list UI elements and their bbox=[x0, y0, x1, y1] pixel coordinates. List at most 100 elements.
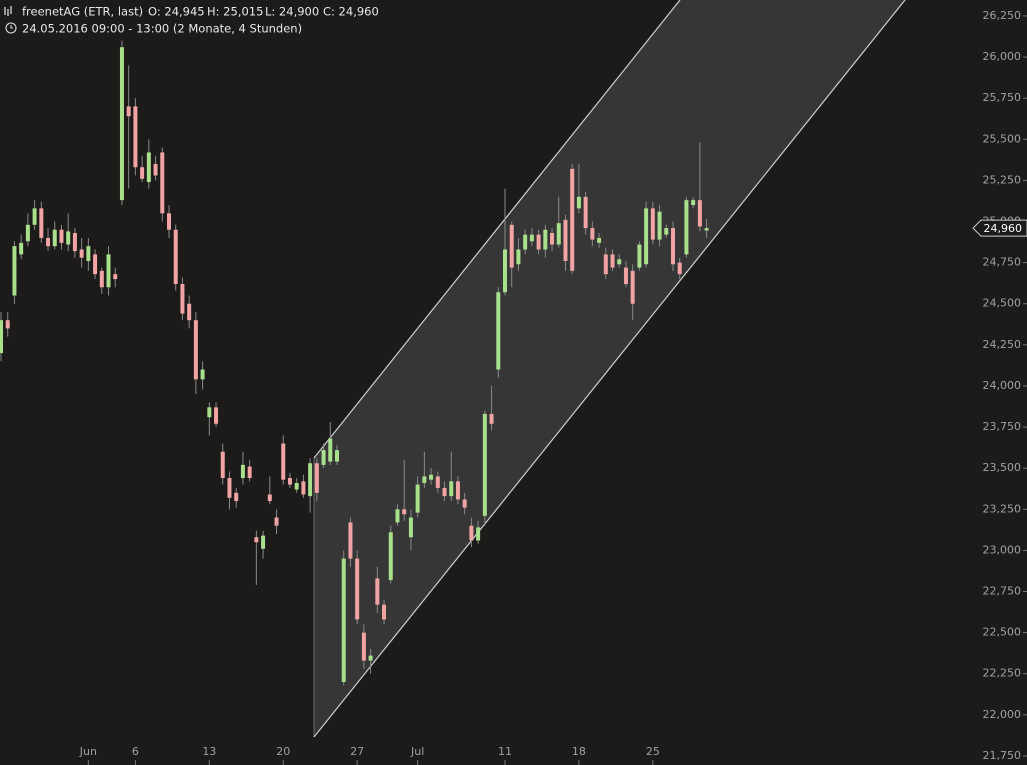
candle-body bbox=[200, 369, 205, 380]
x-tick-label: 6 bbox=[132, 745, 139, 758]
ohlc-high: H: 25,015 bbox=[207, 5, 263, 19]
candle-body bbox=[133, 106, 138, 168]
candle-body bbox=[503, 249, 507, 293]
y-tick-label: 26,000 bbox=[983, 50, 1022, 63]
candle-body bbox=[274, 517, 279, 526]
candle-body bbox=[523, 234, 528, 250]
candle-body bbox=[543, 229, 548, 250]
axes: 21,750 22,000 22,250 22,500 22,750 23,000 23,2… bbox=[79, 9, 1027, 765]
candle-body bbox=[261, 535, 266, 549]
candle-body bbox=[415, 484, 420, 513]
y-tick-label: 25,250 bbox=[983, 173, 1022, 186]
candle-body bbox=[482, 413, 487, 516]
candle-body bbox=[247, 466, 252, 479]
x-tick-label: Jun bbox=[79, 745, 97, 758]
candle-body bbox=[469, 525, 474, 541]
candle-body bbox=[19, 242, 24, 255]
candle-body bbox=[301, 481, 306, 495]
candle-body bbox=[691, 200, 696, 206]
candle-body bbox=[314, 463, 319, 493]
ohlc-close: C: 24,960 bbox=[323, 5, 379, 19]
candle-body bbox=[697, 200, 702, 227]
candle-body bbox=[119, 47, 124, 201]
candle-body bbox=[408, 517, 413, 538]
y-tick-label: 22,250 bbox=[983, 667, 1022, 680]
y-tick-label: 22,500 bbox=[983, 626, 1022, 639]
chart-subtitle: 24.05.2016 09:00 - 13:00 (2 Monate, 4 St… bbox=[22, 22, 302, 36]
candle-body bbox=[341, 558, 346, 682]
candle-body bbox=[12, 246, 17, 296]
y-tick-label: 25,750 bbox=[983, 91, 1022, 104]
candle-body bbox=[66, 231, 71, 245]
clock-icon bbox=[5, 22, 17, 34]
candle-body bbox=[422, 476, 427, 483]
candle-body bbox=[227, 478, 232, 498]
y-tick-label: 22,000 bbox=[983, 708, 1022, 721]
candle-body bbox=[126, 106, 131, 117]
candle-body bbox=[321, 450, 326, 465]
candle-body bbox=[395, 509, 400, 523]
candle-body bbox=[93, 254, 98, 275]
y-tick-label: 23,250 bbox=[983, 502, 1022, 515]
candle-body bbox=[664, 228, 669, 235]
candle-body bbox=[556, 223, 561, 245]
y-tick-label: 21,750 bbox=[983, 749, 1022, 762]
candle-body bbox=[516, 249, 521, 265]
candle-body bbox=[308, 463, 313, 497]
x-tick-label: 20 bbox=[276, 745, 290, 758]
candle-body bbox=[489, 413, 494, 424]
candle-body bbox=[677, 262, 682, 275]
candle-body bbox=[671, 228, 675, 265]
chart-title: freenetAG (ETR, last) bbox=[22, 5, 143, 19]
y-tick-label: 23,750 bbox=[983, 420, 1022, 433]
candle-body bbox=[603, 254, 608, 275]
y-tick-label: 26,250 bbox=[983, 9, 1022, 22]
candle-body bbox=[455, 481, 460, 500]
candle-body bbox=[650, 208, 655, 240]
candle-body bbox=[5, 320, 10, 329]
candle-body bbox=[113, 274, 118, 280]
candle-body bbox=[637, 244, 642, 268]
candle-body bbox=[59, 229, 64, 243]
candle-body bbox=[220, 451, 225, 479]
candle-body bbox=[375, 578, 380, 605]
channel-lower-line bbox=[313, 0, 906, 738]
candle-body bbox=[328, 438, 333, 462]
candle-body bbox=[167, 213, 171, 230]
candle-body bbox=[644, 208, 649, 265]
candle-body bbox=[106, 254, 111, 288]
candle-body bbox=[335, 450, 339, 462]
x-tick-label: Jul bbox=[410, 745, 424, 758]
candle-body bbox=[496, 292, 501, 370]
candle-body bbox=[623, 267, 628, 284]
x-tick-label: 13 bbox=[202, 745, 216, 758]
candle-body bbox=[160, 152, 165, 214]
x-tick-label: 27 bbox=[350, 745, 364, 758]
candle-body bbox=[583, 196, 588, 229]
candle-body bbox=[536, 234, 541, 250]
candle-body bbox=[429, 474, 434, 480]
candle-body bbox=[281, 443, 286, 480]
candle-body bbox=[529, 234, 534, 242]
y-tick-label: 24,500 bbox=[983, 297, 1022, 310]
candle-body bbox=[684, 200, 689, 255]
y-tick-label: 23,000 bbox=[983, 543, 1022, 556]
ohlc-open: O: 24,945 bbox=[148, 5, 205, 19]
last-price-tag bbox=[972, 219, 1027, 237]
candle-body bbox=[657, 211, 662, 240]
candle-body bbox=[193, 320, 198, 380]
candle-body bbox=[173, 229, 178, 284]
y-tick-label: 23,500 bbox=[983, 461, 1022, 474]
candle-body bbox=[630, 270, 635, 304]
candle-body bbox=[214, 407, 219, 424]
candle-body bbox=[254, 537, 259, 543]
candle-body bbox=[207, 407, 212, 418]
candle-body bbox=[509, 224, 514, 268]
y-tick-label: 24,750 bbox=[983, 256, 1022, 269]
candle-body bbox=[146, 152, 151, 183]
candle-body bbox=[610, 254, 615, 268]
x-tick-label: 11 bbox=[498, 745, 512, 758]
chart-type-icon bbox=[4, 6, 12, 16]
channel-upper-line bbox=[313, 0, 681, 459]
candle-body bbox=[140, 167, 145, 179]
